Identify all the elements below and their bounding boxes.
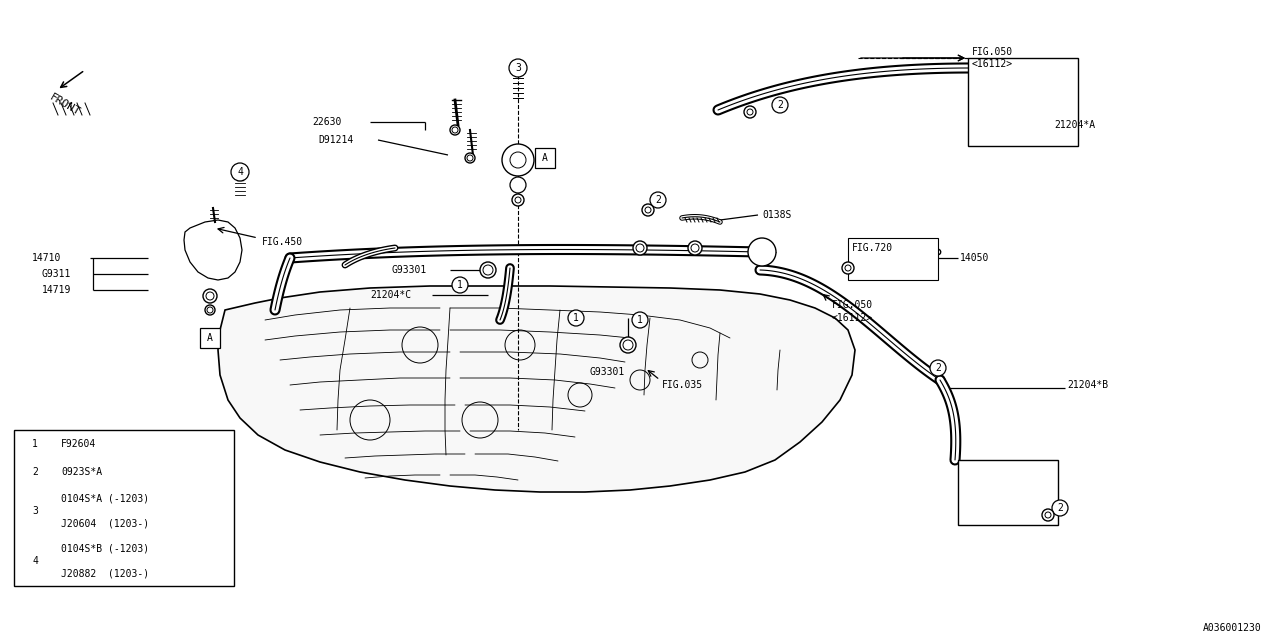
Circle shape	[480, 262, 497, 278]
Circle shape	[465, 153, 475, 163]
FancyBboxPatch shape	[535, 148, 556, 168]
Text: FIG.720: FIG.720	[852, 243, 893, 253]
Text: A036001230: A036001230	[1203, 623, 1262, 633]
Text: 21204*A: 21204*A	[1053, 120, 1096, 130]
Text: 14719: 14719	[42, 285, 72, 295]
Text: 1: 1	[573, 313, 579, 323]
Text: 2: 2	[32, 467, 38, 477]
Text: 2: 2	[936, 363, 941, 373]
Bar	[957, 460, 1059, 525]
Text: FRONT: FRONT	[47, 92, 82, 118]
Text: D91214: D91214	[317, 135, 353, 145]
Text: F92604: F92604	[61, 439, 96, 449]
Circle shape	[842, 262, 854, 274]
Circle shape	[620, 337, 636, 353]
Text: A: A	[541, 153, 548, 163]
Circle shape	[744, 106, 756, 118]
Text: FIG.035: FIG.035	[662, 380, 703, 390]
Text: J20882  (1203-): J20882 (1203-)	[61, 568, 150, 579]
Circle shape	[26, 435, 44, 453]
Text: A: A	[207, 333, 212, 343]
Circle shape	[643, 204, 654, 216]
Circle shape	[634, 241, 646, 255]
Circle shape	[26, 463, 44, 481]
Bar	[849, 238, 938, 280]
Circle shape	[204, 289, 218, 303]
Circle shape	[632, 312, 648, 328]
Circle shape	[451, 125, 460, 135]
Text: 0923S*A: 0923S*A	[61, 467, 102, 477]
Text: G93301: G93301	[590, 367, 625, 377]
Text: 21204*B: 21204*B	[1068, 380, 1108, 390]
Text: 3: 3	[515, 63, 521, 73]
Text: <16112>: <16112>	[832, 313, 873, 323]
Circle shape	[689, 241, 701, 255]
Text: 0138S: 0138S	[762, 210, 791, 220]
Text: FIG.450: FIG.450	[262, 237, 303, 247]
Circle shape	[931, 360, 946, 376]
Bar	[968, 58, 1078, 146]
Text: 2: 2	[1057, 503, 1062, 513]
Text: J20604  (1203-): J20604 (1203-)	[61, 518, 150, 529]
Text: G9311: G9311	[42, 269, 72, 279]
Circle shape	[772, 97, 788, 113]
Text: FIG.050: FIG.050	[972, 47, 1014, 57]
Bar	[14, 430, 234, 586]
Circle shape	[568, 310, 584, 326]
Polygon shape	[218, 286, 855, 492]
Text: 4: 4	[237, 167, 243, 177]
Circle shape	[205, 305, 215, 315]
Text: 2: 2	[655, 195, 660, 205]
Circle shape	[26, 502, 44, 520]
Circle shape	[748, 238, 776, 266]
Polygon shape	[184, 220, 242, 280]
Circle shape	[509, 59, 527, 77]
Circle shape	[452, 277, 468, 293]
Circle shape	[26, 552, 44, 570]
Circle shape	[509, 177, 526, 193]
Text: <16112>: <16112>	[972, 59, 1014, 69]
Text: 21204*C: 21204*C	[370, 290, 411, 300]
Circle shape	[1042, 509, 1053, 521]
Text: 2: 2	[777, 100, 783, 110]
Text: 14710: 14710	[32, 253, 61, 263]
Text: G93301: G93301	[392, 265, 428, 275]
Text: 3: 3	[32, 506, 38, 516]
Circle shape	[512, 194, 524, 206]
Text: 1: 1	[457, 280, 463, 290]
Text: 1: 1	[32, 439, 38, 449]
Text: 1: 1	[637, 315, 643, 325]
FancyBboxPatch shape	[200, 328, 220, 348]
Text: 4: 4	[32, 556, 38, 566]
Circle shape	[502, 144, 534, 176]
Text: 14050: 14050	[960, 253, 989, 263]
Text: FIG.050: FIG.050	[832, 300, 873, 310]
Text: 22630: 22630	[312, 117, 342, 127]
Text: 0104S*A (-1203): 0104S*A (-1203)	[61, 493, 150, 504]
Circle shape	[1052, 500, 1068, 516]
Circle shape	[230, 163, 250, 181]
Text: 0104S*B (-1203): 0104S*B (-1203)	[61, 543, 150, 554]
Circle shape	[650, 192, 666, 208]
